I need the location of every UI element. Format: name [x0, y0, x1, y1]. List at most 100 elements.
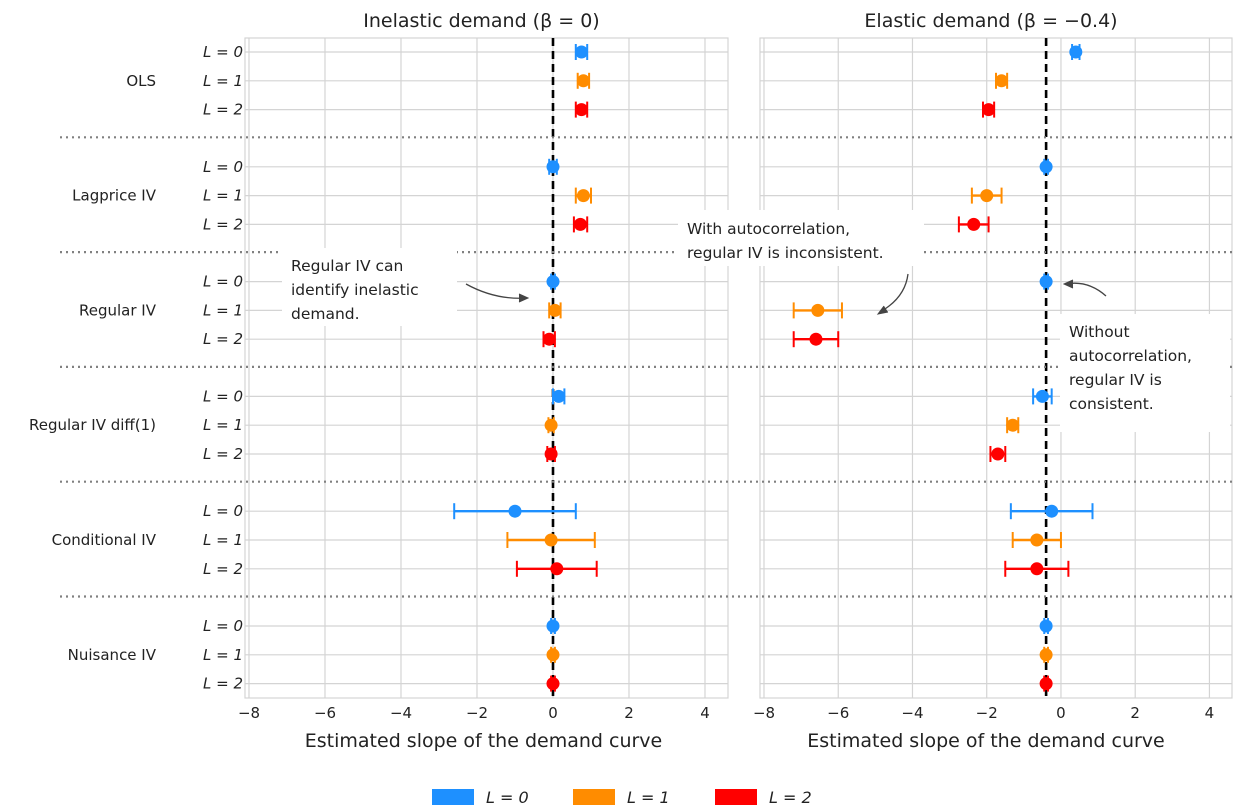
- point-estimate: [1039, 275, 1053, 289]
- estimate-marker: [792, 302, 843, 319]
- point-estimate: [544, 447, 558, 461]
- point-estimate: [1030, 533, 1044, 547]
- row-label: L = 0: [203, 387, 243, 405]
- estimate-marker: [515, 560, 598, 577]
- estimate-marker: [506, 532, 596, 548]
- point-estimate: [967, 217, 981, 231]
- x-tick-label: −2: [466, 704, 488, 722]
- panel-elastic: −8 −6 −4 −2 0 2 4 Elastic demand (β = −0.4) Esti…: [753, 10, 1233, 752]
- annotation-box: [678, 210, 924, 266]
- estimate-marker: [982, 101, 996, 118]
- row-label: L = 2: [203, 215, 243, 233]
- estimate-marker: [995, 72, 1009, 89]
- point-estimate: [548, 303, 562, 317]
- estimate-marker: [1039, 158, 1053, 175]
- legend: L = 0 L = 1 L = 2: [432, 788, 812, 807]
- estimate-marker: [1032, 388, 1053, 405]
- estimate-marker: [542, 331, 556, 348]
- point-estimate: [1035, 389, 1049, 403]
- arrow-head-icon: [518, 293, 530, 303]
- row-label: L = 0: [203, 158, 243, 176]
- point-estimate: [546, 275, 560, 289]
- point-estimate: [575, 45, 588, 59]
- estimate-marker: [544, 417, 558, 434]
- point-estimate: [546, 619, 560, 633]
- plot-area: [244, 37, 729, 699]
- estimate-marker: [1039, 618, 1053, 634]
- annotation-arrow: [465, 283, 527, 299]
- panel-title: Inelastic demand (β = 0): [363, 10, 599, 32]
- point-estimate: [544, 418, 558, 432]
- estimate-marker: [1004, 560, 1070, 577]
- point-estimate: [1039, 677, 1053, 691]
- estimate-marker: [1039, 646, 1053, 663]
- annotation-autocorr-inconsistent: With autocorrelation, regular IV is inco…: [678, 210, 924, 315]
- legend-label: L = 1: [627, 788, 670, 807]
- point-estimate: [1039, 160, 1053, 174]
- group-label: Conditional IV: [52, 531, 157, 549]
- point-estimate: [576, 74, 590, 88]
- estimate-marker: [576, 72, 591, 89]
- annotation-line: regular IV is inconsistent.: [687, 244, 884, 262]
- annotation-line: identify inelastic: [291, 281, 419, 299]
- point-estimate: [576, 189, 590, 203]
- point-estimate: [1069, 45, 1083, 59]
- legend-swatch: [715, 789, 757, 805]
- row-label: L = 2: [203, 101, 243, 119]
- point-estimate: [542, 332, 556, 346]
- group-label: Regular IV diff(1): [29, 416, 156, 434]
- annotation-line: consistent.: [1069, 395, 1154, 413]
- legend-label: L = 2: [769, 788, 812, 807]
- row-label: L = 2: [203, 675, 243, 693]
- x-tick-label: −6: [827, 704, 849, 722]
- x-tick-label: −4: [390, 704, 412, 722]
- x-axis-label: Estimated slope of the demand curve: [807, 730, 1164, 752]
- point-estimate: [546, 648, 560, 662]
- row-label: L = 2: [203, 560, 243, 578]
- point-estimate: [1039, 619, 1053, 633]
- x-axis-label: Estimated slope of the demand curve: [305, 730, 662, 752]
- estimate-marker: [546, 618, 560, 634]
- point-estimate: [552, 389, 566, 403]
- estimate-marker: [1039, 675, 1053, 692]
- point-estimate: [546, 677, 560, 691]
- point-estimate: [1030, 562, 1044, 576]
- estimate-marker: [1039, 273, 1053, 290]
- annotation-line: With autocorrelation,: [687, 220, 850, 238]
- plot-area: [759, 37, 1233, 699]
- point-estimate: [544, 533, 558, 547]
- row-label: L = 2: [203, 330, 243, 348]
- estimate-marker: [546, 646, 560, 663]
- point-estimate: [991, 447, 1005, 461]
- estimate-marker: [574, 101, 589, 118]
- point-estimate: [809, 332, 823, 346]
- row-label: L = 0: [203, 502, 243, 520]
- point-estimate: [575, 103, 588, 117]
- point-estimate: [1039, 648, 1053, 662]
- row-label: L = 0: [203, 43, 243, 61]
- arrow-head-icon: [1062, 279, 1074, 289]
- estimate-marker: [572, 216, 589, 233]
- panel-inelastic: −8 −6 −4 −2 0 2 4 Inelastic demand (β = 0) Estim…: [238, 10, 729, 752]
- point-estimate: [1006, 418, 1020, 432]
- point-estimate: [995, 74, 1009, 88]
- x-tick-label: 2: [1130, 704, 1140, 722]
- legend-swatch: [432, 789, 474, 805]
- estimate-marker: [957, 216, 990, 233]
- estimate-marker: [1009, 503, 1094, 520]
- group-label: OLS: [126, 72, 156, 90]
- estimate-marker: [989, 446, 1007, 462]
- row-label: L = 1: [203, 531, 243, 549]
- x-tick-label: 0: [548, 704, 558, 722]
- group-separators: [60, 136, 1232, 598]
- estimate-marker: [552, 388, 566, 405]
- x-tick-label: 4: [700, 704, 710, 722]
- estimate-marker: [548, 302, 562, 319]
- annotation-box: [282, 248, 457, 326]
- y-axis-labels: OLS L = 0 L = 1 L = 2 Lagprice IV L = 0 L = 1 L…: [29, 43, 243, 693]
- estimate-marker: [574, 44, 589, 60]
- annotation-box: [1060, 314, 1230, 432]
- annotation-line: autocorrelation,: [1069, 347, 1192, 365]
- x-tick-label: −8: [753, 704, 775, 722]
